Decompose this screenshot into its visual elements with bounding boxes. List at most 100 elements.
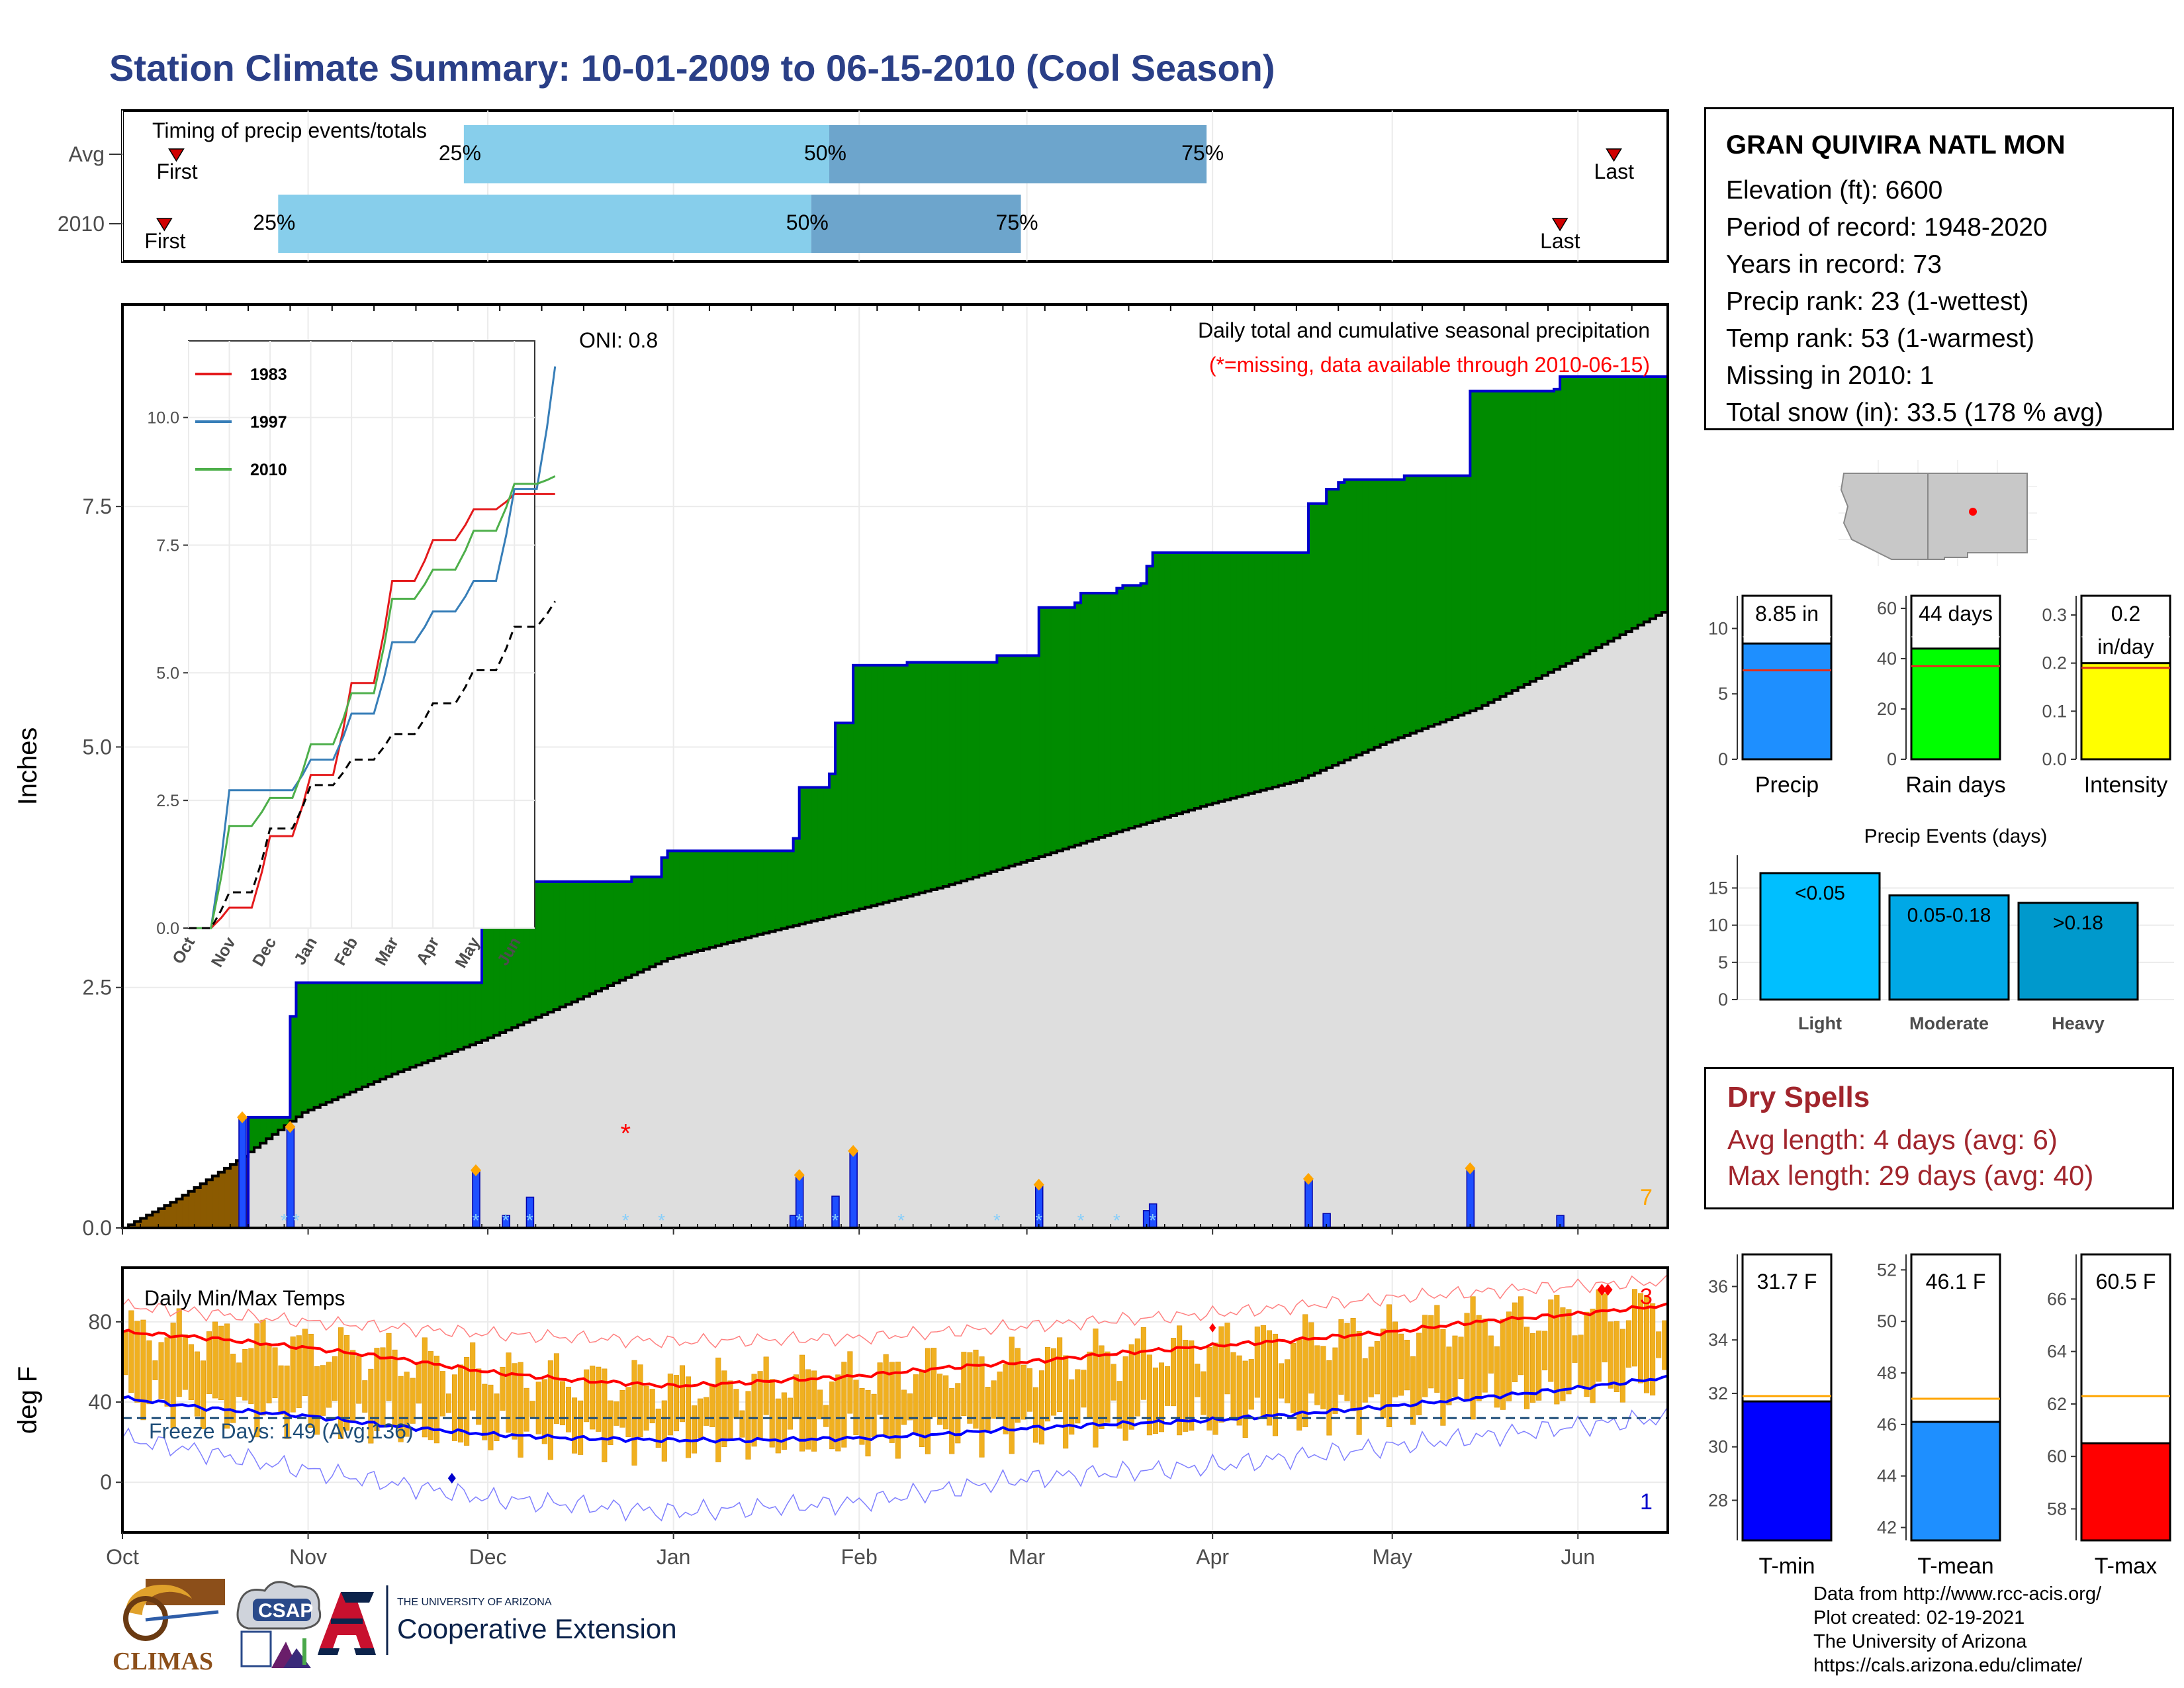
daily-temp-bar [512,1363,518,1440]
events-y-tick-label: 10 [1708,915,1728,935]
season-total-y-tick-label: 0 [1887,749,1897,769]
average-min-line [122,1374,1668,1444]
dry-spells-avg: Avg length: 4 days (avg: 6) [1727,1124,2058,1155]
season-total-y-tick-label: 5 [1718,684,1728,704]
daily-temp-bar [1099,1345,1105,1429]
daily-temp-bar [1392,1321,1398,1397]
daily-temp-bar [817,1389,823,1420]
daily-temp-bar [1416,1333,1422,1415]
freeze-days-label: Freeze Days: 149 (Avg:136) [149,1419,414,1443]
snow-marker: * [897,1210,905,1231]
csap-logo: CSAP [236,1581,322,1668]
season-total-y-tick-label: 0.1 [2042,701,2067,721]
daily-temp-bar [338,1327,344,1439]
daily-temp-bar [1320,1346,1326,1409]
daily-temp-bar [991,1380,997,1419]
daily-temp-bar [565,1386,572,1432]
info-period: Period of record: 1948-2020 [1726,213,2048,242]
record-low-count: 1 [1640,1489,1653,1515]
daily-temp-bar [1128,1344,1134,1430]
daily-temp-bar [188,1344,194,1401]
daily-temp-bar [452,1374,458,1441]
temp-summary-y-tick-label: 42 [1877,1518,1897,1538]
daily-temp-bar [1572,1335,1578,1363]
daily-temp-bar [1242,1360,1248,1438]
daily-temp-bar [1614,1321,1619,1392]
daily-temp-bar [799,1354,805,1452]
daily-temp-bar [218,1325,224,1401]
inset-frame [188,340,535,929]
month-label: May [1372,1545,1412,1569]
heavy-event-marker [470,1164,481,1176]
daily-temp-bar [973,1349,979,1429]
daily-temp-bar [1458,1336,1464,1380]
inset-y-label: 7.5 [156,537,179,555]
last-event-label: Last [1540,229,1580,253]
season-total-value-text: 0.2 [2111,602,2140,626]
daily-temp-bar [308,1333,314,1428]
station-location-dot [1969,508,1977,516]
temp-summary-y-tick-label: 60 [2047,1446,2067,1466]
daily-temp-bar [1063,1355,1069,1449]
university-of-arizona-logo: THE UNIVERSITY OF ARIZONA Cooperative Ex… [318,1585,677,1655]
daily-temp-bar [433,1356,439,1444]
daily-temp-bar [1398,1333,1404,1396]
daily-temp-bar [1302,1314,1308,1427]
daily-temp-bar [541,1379,547,1444]
daily-temp-bar [1542,1331,1548,1371]
temp-summary-y-tick-label: 58 [2047,1499,2067,1519]
daily-temp-bar [356,1356,362,1404]
temp-y-tick-label: 40 [88,1390,112,1414]
daily-temp-bar [1404,1340,1410,1391]
temp-summary-y-tick-label: 66 [2047,1289,2067,1309]
snow-marker: * [473,1210,480,1231]
daily-temp-bar [679,1365,685,1423]
daily-temp-bar [344,1335,350,1431]
daily-temp-bar [1566,1309,1572,1395]
daily-temp-bar [685,1376,692,1458]
daily-temp-bar [1362,1358,1368,1403]
inset-y-label: 0.0 [156,919,179,938]
daily-temp-bar [913,1374,919,1434]
daily-temp-bar [290,1336,296,1413]
daily-temp-bar [1248,1359,1254,1410]
daily-temp-bar [1356,1331,1362,1435]
heavy-event-marker [848,1145,859,1157]
inset-average-line [189,600,557,929]
heavy-event-marker [794,1169,805,1182]
dry-spells-title: Dry Spells [1727,1081,1870,1113]
daily-temp-bar [1272,1333,1278,1436]
temp-summary-chart: 28 30 32 34 36 T-min 31.7 F 42 44 46 48 50 52 T-mean 4… [1708,1253,2171,1579]
location-map [1839,460,2037,566]
daily-temp-bar [985,1387,991,1431]
daily-temp-bar [1584,1311,1590,1397]
daily-temp-bar [937,1374,943,1425]
heavy-event-marker [237,1111,248,1123]
daily-temp-bar [1116,1381,1122,1429]
timing-bar-early [463,125,829,183]
corner-count: 7 [1640,1185,1653,1210]
daily-temp-bar [1536,1331,1542,1401]
daily-temp-bar [1560,1307,1566,1401]
daily-temp-bar [841,1362,847,1448]
daily-temp-bar [314,1366,320,1435]
daily-temp-bar [1165,1366,1171,1406]
footer-data-source: Data from http://www.rcc-acis.org/ [1813,1583,2102,1605]
daily-temp-bar [733,1389,739,1419]
daily-temp-bar [578,1400,584,1455]
daily-temp-bar [260,1319,266,1416]
snow-marker: * [796,1210,803,1231]
daily-temp-bar [140,1319,146,1421]
daily-temp-bar [1087,1351,1093,1419]
daily-temp-bar [1069,1379,1075,1435]
daily-temp-bar [1254,1326,1260,1398]
temp-summary-y-tick-label: 32 [1708,1383,1728,1403]
snow-marker: * [1077,1210,1085,1231]
first-event-marker [156,218,173,232]
daily-temp-bar [1590,1308,1596,1403]
daily-temp-bar [1189,1340,1195,1431]
daily-temp-bar [1236,1355,1242,1426]
daily-temp-bar [1224,1323,1230,1395]
daily-temp-bar [1482,1318,1488,1393]
temp-summary-value-text: 46.1 F [1926,1270,1986,1293]
